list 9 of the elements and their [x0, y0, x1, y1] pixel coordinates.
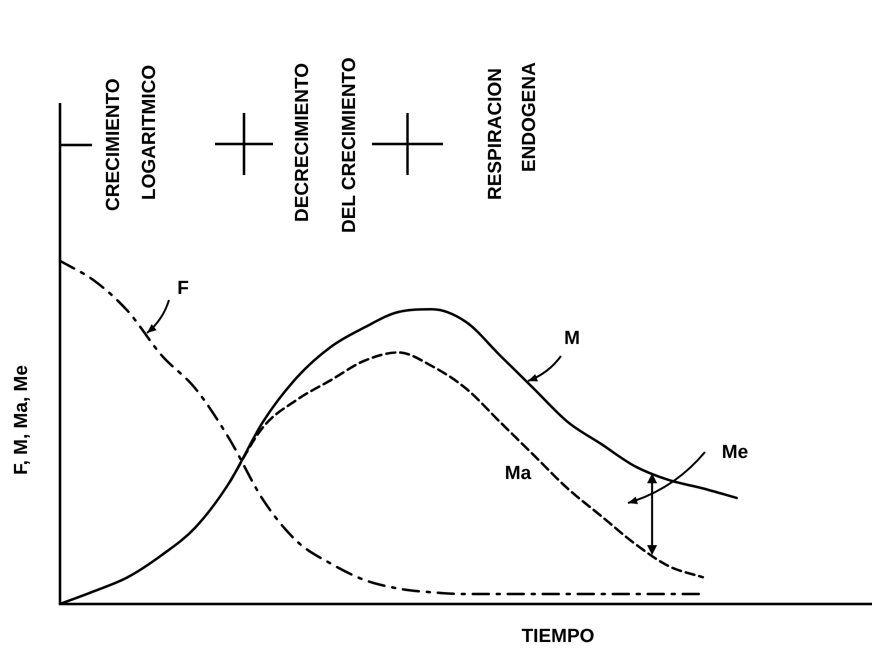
text: CRECIMIENTO LOGARITMICO — [103, 64, 160, 211]
text: RESPIRACION ENDOGENA — [485, 62, 540, 200]
text: M — [564, 328, 580, 350]
series-label: Ma — [504, 463, 532, 484]
text: DECRECIMIENTO DEL CRECIMIENTO — [292, 57, 360, 233]
x-axis-title: TIEMPO — [522, 626, 594, 648]
annotation: Me — [722, 442, 748, 464]
text: F — [177, 278, 189, 300]
y-axis-title: F, M, Ma, Me — [11, 365, 32, 475]
